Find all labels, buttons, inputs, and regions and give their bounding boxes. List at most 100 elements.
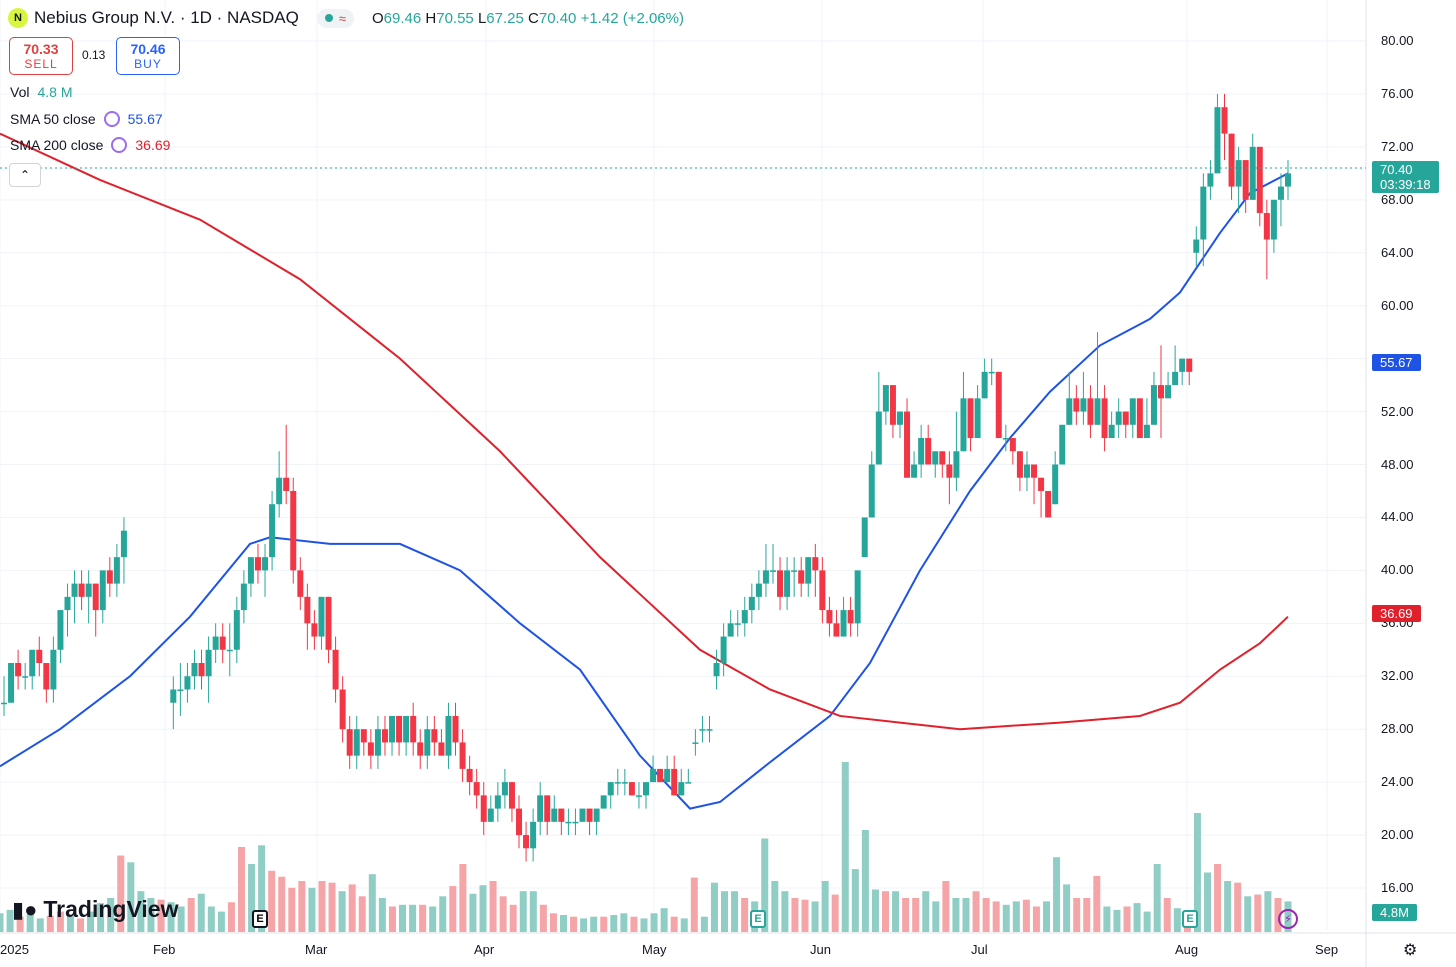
tradingview-logo[interactable]: ▮● TradingView	[12, 896, 178, 923]
volume-bar	[107, 898, 115, 932]
volume-bar	[1053, 857, 1061, 932]
candle-body	[953, 451, 960, 478]
candle-body	[1066, 398, 1073, 425]
candle-body	[812, 557, 819, 571]
sell-button[interactable]: 70.33 SELL	[9, 37, 73, 75]
candle-body	[297, 570, 304, 597]
sell-label: SELL	[24, 57, 58, 71]
volume-bar	[771, 881, 779, 932]
volume-bar	[1032, 906, 1040, 932]
close-value: 70.40	[538, 9, 577, 27]
volume-legend[interactable]: Vol 4.8 M	[10, 84, 72, 100]
volume-bar	[16, 916, 24, 932]
symbol-title[interactable]: Nebius Group N.V. · 1D · NASDAQ	[34, 8, 299, 27]
candle-body	[1038, 477, 1045, 491]
candle-body	[71, 583, 78, 597]
volume-bar	[560, 915, 567, 932]
candle-body	[967, 398, 974, 439]
refresh-icon[interactable]	[103, 111, 120, 127]
candle-body	[777, 570, 784, 597]
candle-body	[600, 795, 607, 809]
volume-bar	[781, 891, 789, 932]
candle-body	[1186, 358, 1193, 372]
candle-body	[226, 649, 233, 652]
candle-body	[1285, 173, 1291, 187]
candle-body	[177, 689, 184, 691]
volume-bar	[1073, 898, 1081, 932]
volume-bar	[167, 902, 175, 932]
volume-bar	[680, 918, 688, 932]
volume-bar	[1002, 904, 1010, 932]
candle-body	[501, 782, 508, 796]
volume-bar	[378, 898, 386, 932]
earnings-badge-icon[interactable]: E	[1182, 910, 1198, 928]
price-tick-label: 76.00	[1381, 85, 1414, 101]
volume-bar	[549, 913, 557, 932]
candle-body	[960, 398, 967, 452]
refresh-icon[interactable]	[111, 137, 128, 153]
candle-body	[826, 610, 833, 624]
candle-body	[184, 676, 191, 690]
low-label: L	[477, 9, 487, 27]
candle-body	[452, 715, 459, 743]
candle-body	[459, 742, 466, 769]
volume-bar	[419, 904, 427, 932]
volume-bar	[912, 898, 920, 932]
volume-bar	[1254, 894, 1262, 932]
high-value: 70.55	[436, 9, 474, 27]
volume-bar	[1244, 896, 1252, 932]
volume-bar	[187, 898, 195, 932]
volume-bar	[439, 896, 447, 932]
candle-body	[918, 438, 925, 465]
tradingview-wordmark: TradingView	[43, 896, 179, 922]
volume-bar	[650, 913, 658, 932]
volume-bar	[1083, 898, 1091, 932]
earnings-badge-icon[interactable]: E	[252, 910, 268, 928]
candle-body	[1129, 398, 1136, 425]
volume-bar	[117, 855, 125, 932]
candle-body	[85, 583, 92, 597]
candle-body	[537, 795, 544, 822]
volume-bar	[1133, 903, 1141, 932]
sma50-price-tag: 55.67	[1372, 353, 1421, 371]
candle-body	[1172, 371, 1179, 386]
candle-body	[572, 821, 579, 824]
sma200-legend[interactable]: SMA 200 close 36.69	[10, 137, 170, 153]
candle-body	[720, 636, 727, 664]
candle-body	[120, 530, 127, 558]
candle-body	[692, 742, 699, 744]
candle-body	[403, 715, 410, 743]
sma200-value: 36.69	[135, 137, 171, 153]
buy-button[interactable]: 70.46 BUY	[116, 37, 180, 75]
earnings-badge-icon[interactable]: E	[750, 910, 766, 928]
collapse-legend-button[interactable]: ⌃	[9, 163, 41, 187]
volume-bar	[570, 916, 578, 932]
candle-body	[50, 649, 57, 690]
candle-body	[833, 623, 840, 637]
sma50-legend[interactable]: SMA 50 close 55.67	[10, 111, 163, 127]
candle-body	[1094, 398, 1101, 425]
candle-body	[8, 663, 15, 703]
market-status-pill[interactable]: ≈	[316, 8, 354, 28]
price-tick-label: 16.00	[1381, 880, 1414, 895]
volume-bar	[0, 913, 4, 932]
volume-bar	[922, 891, 930, 932]
candle-body	[346, 729, 353, 756]
lightning-icon[interactable]: ⚡	[1278, 909, 1298, 929]
candle-body	[480, 795, 487, 822]
candle-body	[530, 821, 537, 849]
volume-bar	[1214, 864, 1222, 932]
volume-bar	[801, 899, 809, 932]
candle-body	[791, 570, 798, 572]
candle-body	[473, 782, 480, 796]
time-tick-label: 2025	[0, 942, 29, 957]
volume-bar	[26, 914, 34, 932]
candle-body	[1193, 239, 1200, 253]
sma50-label: SMA 50 close	[10, 111, 96, 127]
gear-icon[interactable]: ⚙	[1403, 942, 1418, 959]
time-tick-label: Feb	[153, 942, 176, 957]
candle-body	[925, 438, 932, 465]
candle-body	[854, 570, 861, 624]
candle-body	[424, 729, 431, 756]
